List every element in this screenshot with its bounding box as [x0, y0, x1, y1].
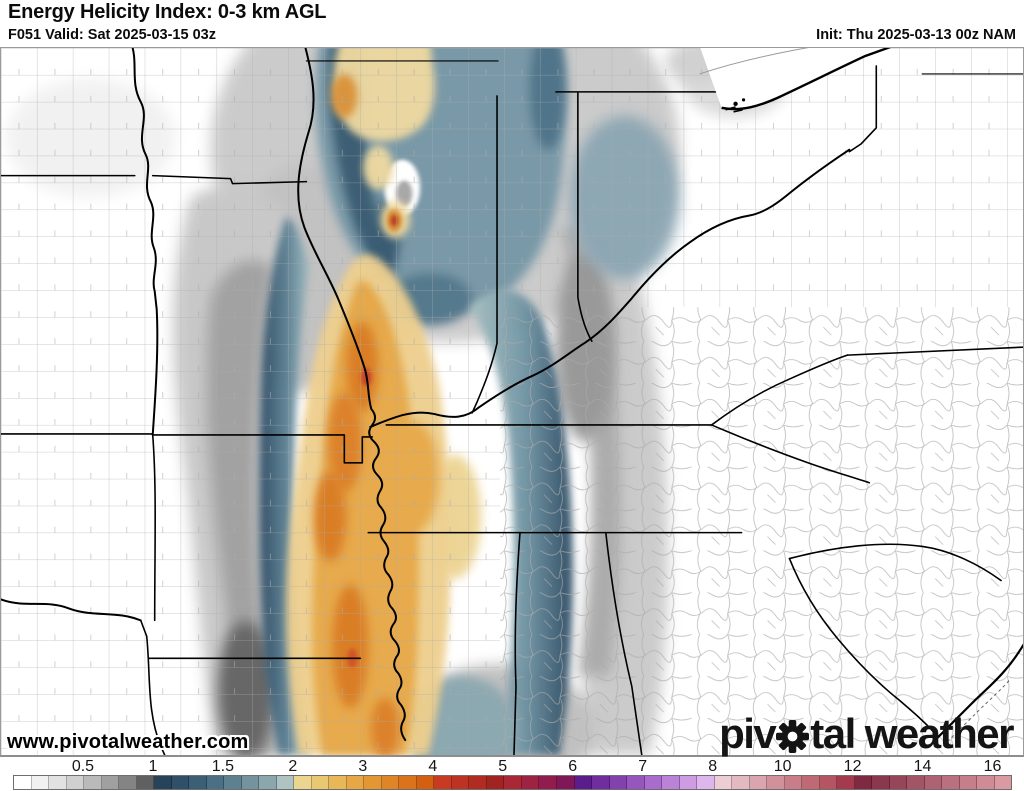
colorbar-segment: [977, 776, 995, 789]
colorbar-segment: [206, 776, 225, 789]
logo-text-tal: tal: [810, 710, 856, 757]
colorbar-segment: [136, 776, 155, 789]
colorbar-segment: [907, 776, 925, 789]
colorbar-ticks: 0.5 1 1.5 2 3 4 5 6 7 8 10 12 14 16: [0, 757, 1024, 775]
colorbar-segment: [521, 776, 540, 789]
gear-icon: [776, 719, 810, 753]
colorbar-tick-label: 6: [568, 758, 578, 775]
colorbar-segment: [732, 776, 750, 789]
colorbar-segment: [486, 776, 505, 789]
colorbar: [13, 775, 1012, 790]
colorbar-segment: [924, 776, 943, 789]
colorbar-segment: [329, 776, 347, 789]
colorbar-tick-label: 4: [428, 758, 438, 775]
colorbar-tick-label: 1.5: [211, 758, 235, 775]
logo-text-piv: piv: [719, 710, 777, 757]
lake-erie: [699, 48, 892, 113]
colorbar-segment: [889, 776, 908, 789]
colorbar-segment: [399, 776, 417, 789]
valid-time-label: F051 Valid: Sat 2025-03-15 03z: [8, 27, 216, 43]
colorbar-segment: [749, 776, 768, 789]
colorbar-segment: [556, 776, 575, 789]
colorbar-segment: [294, 776, 312, 789]
colorbar-zone: 0.5 1 1.5 2 3 4 5 6 7 8 10 12 14 16: [0, 757, 1024, 791]
colorbar-segment: [224, 776, 242, 789]
colorbar-segment: [154, 776, 172, 789]
init-time-label: Init: Thu 2025-03-13 00z NAM: [816, 27, 1016, 43]
colorbar-segment: [784, 776, 803, 789]
colorbar-tick-label: 3: [358, 758, 368, 775]
colorbar-segment: [767, 776, 785, 789]
header: Energy Helicity Index: 0-3 km AGL F051 V…: [0, 0, 1024, 47]
colorbar-segment: [644, 776, 663, 789]
colorbar-tick-label: 10: [773, 758, 792, 775]
colorbar-tick-label: 0.5: [71, 758, 95, 775]
atlantic-coastline: [936, 643, 1023, 747]
colorbar-segment: [119, 776, 137, 789]
logo-text-weather: weather: [864, 710, 1015, 757]
colorbar-segment: [171, 776, 190, 789]
colorbar-segment: [819, 776, 838, 789]
colorbar-segment: [259, 776, 277, 789]
page-title: Energy Helicity Index: 0-3 km AGL: [8, 1, 327, 23]
colorbar-segment: [697, 776, 715, 789]
map-panel: www.pivotalweather.com piv tal: [0, 47, 1024, 757]
colorbar-segment: [189, 776, 207, 789]
colorbar-segment: [714, 776, 733, 789]
colorbar-segment: [84, 776, 102, 789]
colorbar-segment: [837, 776, 855, 789]
colorbar-segment: [679, 776, 698, 789]
colorbar-segment: [346, 776, 365, 789]
colorbar-segment: [942, 776, 960, 789]
county-texture: [1, 48, 1023, 755]
colorbar-segment: [311, 776, 330, 789]
colorbar-segment: [592, 776, 610, 789]
colorbar-segment: [662, 776, 680, 789]
colorbar-tick-label: 7: [638, 758, 648, 775]
colorbar-segment: [241, 776, 260, 789]
colorbar-segment: [66, 776, 85, 789]
watermark-url: www.pivotalweather.com: [7, 731, 249, 753]
colorbar-tick-label: 5: [498, 758, 508, 775]
colorbar-segment: [872, 776, 890, 789]
colorbar-tick-label: 2: [288, 758, 298, 775]
colorbar-segment: [627, 776, 645, 789]
colorbar-segment: [434, 776, 452, 789]
colorbar-segment: [49, 776, 67, 789]
colorbar-segment: [574, 776, 593, 789]
colorbar-tick-label: 8: [708, 758, 718, 775]
colorbar-segment: [854, 776, 873, 789]
colorbar-segment: [504, 776, 522, 789]
colorbar-segment: [959, 776, 978, 789]
colorbar-segment: [276, 776, 295, 789]
colorbar-tick-label: 12: [843, 758, 862, 775]
colorbar-segment: [381, 776, 400, 789]
colorbar-segment: [802, 776, 820, 789]
colorbar-segment: [994, 776, 1012, 789]
colorbar-tick-label: 16: [983, 758, 1002, 775]
lake-erie-shoreline: [721, 48, 892, 111]
colorbar-segment: [539, 776, 557, 789]
colorbar-segment: [101, 776, 120, 789]
colorbar-segment: [469, 776, 487, 789]
state-boundaries: [1, 48, 1023, 755]
colorbar-segment: [31, 776, 50, 789]
colorbar-segment: [451, 776, 470, 789]
colorbar-segment: [364, 776, 382, 789]
colorbar-segment: [14, 776, 32, 789]
colorbar-segment: [416, 776, 435, 789]
colorbar-tick-label: 1: [148, 758, 158, 775]
colorbar-segment: [609, 776, 628, 789]
pivotal-weather-logo: piv tal weather: [719, 710, 1015, 757]
colorbar-tick-label: 14: [913, 758, 932, 775]
weather-map: [1, 48, 1023, 755]
